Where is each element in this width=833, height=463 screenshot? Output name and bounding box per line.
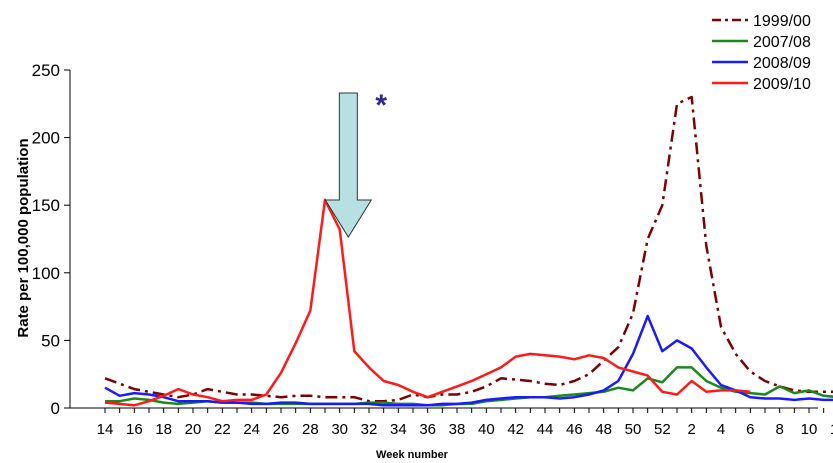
y-tick-label: 250: [32, 61, 60, 80]
y-ticks: 0 50 100 150 200 250: [32, 61, 70, 418]
x-tick-label: 4: [717, 421, 725, 438]
x-axis-title: Week number: [376, 449, 449, 461]
x-tick-label: 34: [390, 421, 407, 438]
x-tick-label: 12: [830, 421, 833, 438]
x-tick-label: 38: [449, 421, 466, 438]
x-tick-label: 14: [97, 421, 114, 438]
annotation: *: [324, 89, 387, 238]
x-tick-label: 22: [214, 421, 231, 438]
legend-label-2009-10: 2009/10: [753, 76, 811, 93]
legend-label-2007-08: 2007/08: [753, 34, 811, 51]
x-tick-label: 20: [185, 421, 202, 438]
x-tick-label: 50: [625, 421, 642, 438]
x-tick-label: 24: [243, 421, 260, 438]
y-axis-title: Rate per 100,000 population: [15, 138, 32, 337]
x-tick-label: 8: [775, 421, 783, 438]
y-tick-label: 100: [32, 264, 60, 283]
x-tick-label: 48: [595, 421, 612, 438]
x-tick-label: 30: [331, 421, 348, 438]
x-tick-label: 28: [302, 421, 319, 438]
x-tick-label: 18: [155, 421, 172, 438]
x-tick-label: 42: [507, 421, 524, 438]
x-tick-label: 40: [478, 421, 495, 438]
axes: [69, 70, 818, 409]
x-tick-label: 52: [654, 421, 671, 438]
x-tick-label: 2: [687, 421, 695, 438]
legend-label-2008-09: 2008/09: [753, 55, 811, 72]
y-tick-label: 50: [41, 331, 60, 350]
x-tick-label: 32: [361, 421, 378, 438]
legend-label-1999-00: 1999/00: [753, 13, 811, 30]
x-tick-label: 44: [537, 421, 554, 438]
x-tick-label: 6: [746, 421, 754, 438]
y-tick-label: 200: [32, 129, 60, 148]
legend: 1999/00 2007/08 2008/09 2009/10: [712, 13, 811, 93]
x-ticks: 14 16 18 20 22 24 26 28 30 32 34 36 38 40 42 44 46 48 50 52…: [97, 408, 833, 438]
x-tick-label: 36: [419, 421, 436, 438]
annotation-label: *: [375, 89, 387, 122]
x-tick-label: 10: [801, 421, 818, 438]
x-tick-label: 16: [126, 421, 143, 438]
series-layer: [104, 95, 833, 407]
x-tick-label: 46: [566, 421, 583, 438]
series-line-2008-09: [104, 314, 833, 407]
series-line-1999-00: [104, 95, 833, 403]
x-tick-label: 26: [273, 421, 290, 438]
y-tick-label: 150: [32, 196, 60, 215]
series-line-2009-10: [104, 198, 751, 407]
annotation-arrow: [324, 92, 373, 238]
y-tick-label: 0: [51, 399, 60, 418]
